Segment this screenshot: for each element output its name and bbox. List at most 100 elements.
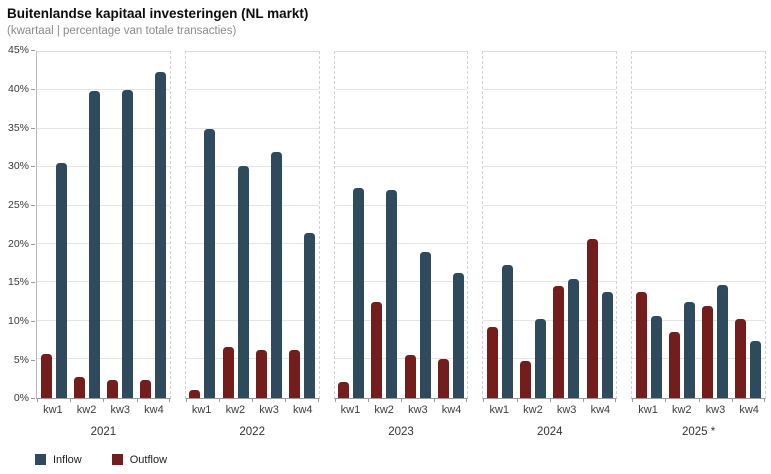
gridline bbox=[334, 204, 468, 206]
bar-outflow-2021-kw3 bbox=[107, 380, 118, 398]
quarter-cell-kw4 bbox=[285, 52, 318, 398]
x-tick-mark bbox=[70, 397, 72, 402]
gridline bbox=[185, 204, 319, 206]
gridline bbox=[185, 243, 319, 245]
labels-panel-2022: kw1 kw2 kw3 kw4 2022 bbox=[185, 404, 320, 438]
chart-header: Buitenlandse kapitaal investeringen (NL … bbox=[7, 6, 766, 39]
bar-inflow-2024-kw1 bbox=[501, 264, 513, 398]
year-label: 2021 bbox=[90, 425, 117, 438]
bar-outflow-2021-kw2 bbox=[73, 377, 85, 398]
year-label: 2024 bbox=[536, 425, 563, 438]
legend-label: Inflow bbox=[53, 453, 82, 466]
panel-2023 bbox=[333, 50, 469, 402]
quarter-cell-kw2 bbox=[665, 52, 698, 398]
y-tick-label: 35% bbox=[7, 121, 29, 134]
legend-swatch-inflow bbox=[35, 454, 46, 466]
quarter-label: kw3 bbox=[705, 403, 726, 416]
quarter-label: kw2 bbox=[523, 403, 543, 416]
bar-inflow-2023-kw3 bbox=[419, 251, 431, 398]
bar-outflow-2022-kw4 bbox=[289, 350, 300, 398]
x-tick-mark bbox=[698, 397, 700, 402]
x-tick-mark bbox=[483, 397, 485, 402]
bar-outflow-2023-kw1 bbox=[338, 381, 350, 398]
quarter-label: kw2 bbox=[225, 403, 246, 416]
y-tick-mark bbox=[31, 320, 35, 322]
x-tick-mark bbox=[218, 397, 220, 402]
legend-item-outflow: Outflow bbox=[111, 454, 167, 466]
gridline bbox=[632, 204, 765, 206]
x-tick-mark bbox=[466, 397, 468, 402]
gridline bbox=[334, 127, 468, 129]
quarter-label: kw2 bbox=[76, 403, 97, 416]
bar-inflow-2025-kw3 bbox=[717, 284, 729, 398]
gridline bbox=[185, 89, 319, 91]
x-tick-mark bbox=[285, 397, 287, 402]
gridline bbox=[483, 243, 617, 245]
y-tick-label: 5% bbox=[13, 353, 29, 366]
bar-outflow-2021-kw4 bbox=[140, 380, 152, 398]
quarter-label: kw3 bbox=[110, 403, 131, 416]
gridline bbox=[483, 204, 617, 206]
labels-panel-2021: kw1 kw2 kw3 kw4 2021 bbox=[36, 404, 171, 438]
quarter-cell-kw1 bbox=[335, 52, 368, 398]
bar-chart: 0% 5% 10% 15% 20% 25% 30% 35% 40% 45% bbox=[7, 45, 766, 403]
quarter-label: kw3 bbox=[556, 403, 577, 416]
quarter-label: kw4 bbox=[144, 403, 164, 416]
x-tick-mark bbox=[731, 397, 733, 402]
y-tick-label: 40% bbox=[7, 82, 29, 95]
legend-item-inflow: Inflow bbox=[35, 454, 82, 466]
quarter-cell-kw2 bbox=[219, 52, 252, 398]
quarter-label: kw1 bbox=[191, 403, 212, 416]
quarter-cell-kw3 bbox=[699, 52, 732, 398]
bar-inflow-2025-kw4 bbox=[750, 340, 762, 398]
gridline bbox=[37, 89, 170, 91]
quarter-cell-kw2 bbox=[368, 52, 401, 398]
gridline bbox=[185, 281, 319, 283]
quarter-label: kw1 bbox=[489, 403, 510, 416]
gridline bbox=[334, 243, 468, 245]
gridline bbox=[185, 166, 319, 168]
quarter-label: kw3 bbox=[259, 403, 279, 416]
gridline bbox=[37, 166, 170, 168]
bar-outflow-2025-kw3 bbox=[702, 305, 714, 398]
bar-inflow-2023-kw2 bbox=[386, 190, 398, 398]
quarter-label: kw4 bbox=[441, 403, 462, 416]
x-tick-mark bbox=[632, 397, 634, 402]
gridline bbox=[632, 127, 765, 129]
bar-inflow-2023-kw1 bbox=[353, 187, 365, 398]
y-tick-mark bbox=[31, 204, 35, 206]
quarter-cell-kw2 bbox=[517, 52, 550, 398]
gridline bbox=[483, 127, 617, 129]
gridline bbox=[185, 127, 319, 129]
quarter-label: kw4 bbox=[590, 403, 611, 416]
x-tick-mark bbox=[615, 397, 617, 402]
x-axis-spacer bbox=[8, 404, 36, 438]
bar-inflow-2022-kw3 bbox=[270, 151, 282, 398]
y-tick-label: 25% bbox=[7, 198, 29, 211]
y-tick-label: 10% bbox=[7, 314, 29, 327]
panel-cells bbox=[186, 52, 319, 398]
x-tick-mark bbox=[334, 397, 336, 402]
quarter-label: kw1 bbox=[638, 403, 658, 416]
chart-panels bbox=[36, 50, 766, 402]
year-label: 2022 bbox=[239, 425, 265, 438]
quarter-cell-kw1 bbox=[37, 52, 70, 398]
bar-inflow-2024-kw4 bbox=[601, 291, 613, 398]
bar-outflow-2024-kw3 bbox=[553, 285, 565, 398]
x-axis-label-panels: kw1 kw2 kw3 kw4 2021 kw1 kw2 kw3 kw4 2022 kw1 kw2 kw… bbox=[36, 404, 766, 438]
bar-outflow-2025-kw1 bbox=[635, 291, 647, 398]
quarter-cell-kw1 bbox=[483, 52, 516, 398]
labels-panel-2024: kw1 kw2 kw3 kw4 2024 bbox=[482, 404, 617, 438]
gridline bbox=[483, 358, 617, 360]
x-tick-mark bbox=[763, 397, 765, 402]
x-tick-mark bbox=[665, 397, 667, 402]
y-tick-mark bbox=[31, 88, 35, 90]
bar-inflow-2024-kw3 bbox=[568, 278, 580, 398]
y-tick-mark bbox=[31, 282, 35, 284]
quarter-cell-kw4 bbox=[583, 52, 616, 398]
quarter-label: kw4 bbox=[292, 403, 313, 416]
gridline bbox=[37, 127, 170, 129]
y-tick-mark bbox=[31, 166, 35, 168]
bar-outflow-2024-kw2 bbox=[520, 360, 532, 398]
